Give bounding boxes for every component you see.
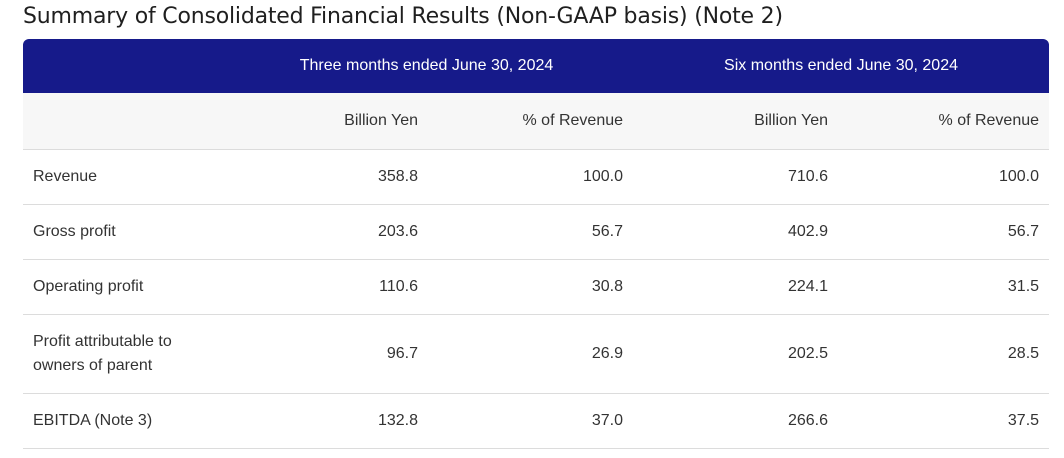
value-cell: 402.9 bbox=[633, 204, 839, 260]
value-cell: 110.6 bbox=[220, 259, 428, 315]
value-cell: 37.0 bbox=[428, 393, 634, 449]
unit-header-empty-cell bbox=[23, 93, 220, 150]
table-row-revenue: Revenue 358.8 100.0 710.6 100.0 bbox=[23, 149, 1050, 205]
unit-header-billion-yen-q: Billion Yen bbox=[220, 93, 428, 150]
value-cell: 100.0 bbox=[428, 149, 634, 205]
page-title: Summary of Consolidated Financial Result… bbox=[23, 4, 783, 29]
value-cell: 224.1 bbox=[633, 259, 839, 315]
value-cell: 26.9 bbox=[428, 314, 634, 394]
unit-header-percent-h: % of Revenue bbox=[838, 93, 1050, 150]
row-label: Operating profit bbox=[23, 259, 220, 315]
value-cell: 202.5 bbox=[633, 314, 839, 394]
period-header-six-months: Six months ended June 30, 2024 bbox=[633, 39, 1050, 93]
value-cell: 31.5 bbox=[838, 259, 1050, 315]
row-label: Gross profit bbox=[23, 204, 220, 260]
unit-header-row: Billion Yen % of Revenue Billion Yen % o… bbox=[23, 93, 1050, 150]
financial-results-table: Three months ended June 30, 2024 Six mon… bbox=[23, 39, 1050, 449]
table-row-operating-profit: Operating profit 110.6 30.8 224.1 31.5 bbox=[23, 259, 1050, 315]
table-row-ebitda: EBITDA (Note 3) 132.8 37.0 266.6 37.5 bbox=[23, 393, 1050, 449]
results-table: Three months ended June 30, 2024 Six mon… bbox=[23, 39, 1050, 449]
value-cell: 266.6 bbox=[633, 393, 839, 449]
value-cell: 710.6 bbox=[633, 149, 839, 205]
unit-header-billion-yen-h: Billion Yen bbox=[633, 93, 839, 150]
row-label: EBITDA (Note 3) bbox=[23, 393, 220, 449]
row-label: Revenue bbox=[23, 149, 220, 205]
table-row-gross-profit: Gross profit 203.6 56.7 402.9 56.7 bbox=[23, 204, 1050, 260]
value-cell: 100.0 bbox=[838, 149, 1050, 205]
value-cell: 30.8 bbox=[428, 259, 634, 315]
value-cell: 56.7 bbox=[838, 204, 1050, 260]
value-cell: 358.8 bbox=[220, 149, 428, 205]
header-empty-cell bbox=[23, 39, 220, 93]
value-cell: 96.7 bbox=[220, 314, 428, 394]
value-cell: 132.8 bbox=[220, 393, 428, 449]
table-row-profit-attributable: Profit attributable to owners of parent … bbox=[23, 314, 1050, 394]
value-cell: 28.5 bbox=[838, 314, 1050, 394]
value-cell: 56.7 bbox=[428, 204, 634, 260]
row-label: Profit attributable to owners of parent bbox=[23, 314, 220, 394]
value-cell: 37.5 bbox=[838, 393, 1050, 449]
period-header-three-months: Three months ended June 30, 2024 bbox=[220, 39, 634, 93]
value-cell: 203.6 bbox=[220, 204, 428, 260]
period-header-row: Three months ended June 30, 2024 Six mon… bbox=[23, 39, 1050, 93]
unit-header-percent-q: % of Revenue bbox=[428, 93, 634, 150]
